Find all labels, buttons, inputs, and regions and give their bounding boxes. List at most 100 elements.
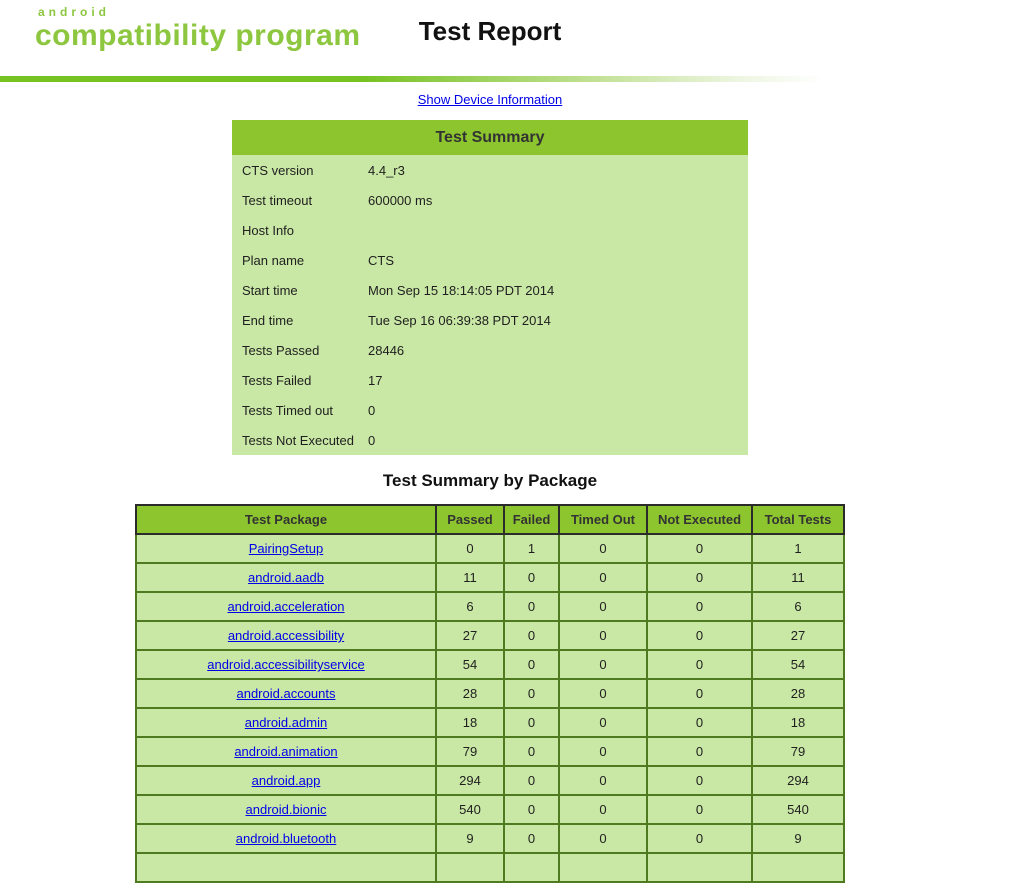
not-executed-cell: 0	[646, 620, 753, 651]
total-tests-cell: 18	[751, 707, 845, 738]
passed-cell: 54	[435, 649, 505, 680]
package-table-body: PairingSetup 0 1 0 0 1 android.aadb 11 0…	[135, 533, 845, 883]
summary-row: Host Info	[232, 215, 748, 245]
report-header: android compatibility program Test Repor…	[0, 0, 980, 76]
summary-row: CTS version 4.4_r3	[232, 155, 748, 185]
not-executed-cell: 0	[646, 678, 753, 709]
timed-out-cell: 0	[558, 562, 648, 593]
test-summary-body: CTS version 4.4_r3 Test timeout 600000 m…	[232, 155, 748, 455]
page-title: Test Report	[418, 16, 562, 46]
summary-row-label: Start time	[242, 282, 298, 298]
table-row: android.aadb 11 0 0 0 11	[135, 562, 845, 593]
package-table-header-row: Test Package Passed Failed Timed Out Not Exe…	[135, 504, 845, 535]
not-executed-cell: 0	[646, 823, 753, 854]
device-info-link-row: Show Device Information	[0, 92, 980, 108]
total-tests-cell: 54	[751, 649, 845, 680]
report-page: android compatibility program Test Repor…	[0, 0, 980, 76]
timed-out-cell: 0	[558, 823, 648, 854]
package-name-cell: android.app	[135, 765, 437, 796]
package-link[interactable]: android.aadb	[248, 570, 324, 585]
show-device-information-link[interactable]: Show Device Information	[417, 92, 563, 107]
not-executed-cell: 0	[646, 707, 753, 738]
package-link[interactable]: android.admin	[244, 715, 328, 730]
package-link[interactable]: android.animation	[234, 744, 338, 759]
package-link[interactable]: android.accessibilityservice	[207, 657, 365, 672]
not-executed-cell: 0	[646, 794, 753, 825]
package-name-cell: android.accounts	[135, 678, 437, 709]
test-summary-title: Test Summary	[232, 120, 748, 155]
summary-row-label: CTS version	[242, 162, 314, 178]
table-row: android.animation 79 0 0 0 79	[135, 736, 845, 767]
package-summary-title: Test Summary by Package	[382, 471, 598, 490]
total-tests-cell: 540	[751, 794, 845, 825]
android-compatibility-logo: android compatibility program	[35, 6, 361, 51]
total-tests-cell: 28	[751, 678, 845, 709]
column-header-not-executed: Not Executed	[646, 504, 753, 535]
failed-cell: 0	[503, 707, 560, 738]
timed-out-cell: 0	[558, 707, 648, 738]
column-header-failed: Failed	[503, 504, 560, 535]
summary-row-value: 0	[368, 432, 376, 448]
table-row: android.admin 18 0 0 0 18	[135, 707, 845, 738]
empty-cell	[751, 852, 845, 883]
package-link[interactable]: android.acceleration	[227, 599, 345, 614]
table-row-partial	[135, 852, 845, 883]
failed-cell: 0	[503, 620, 560, 651]
passed-cell: 6	[435, 591, 505, 622]
passed-cell: 27	[435, 620, 505, 651]
not-executed-cell: 0	[646, 533, 753, 564]
passed-cell: 28	[435, 678, 505, 709]
package-name-cell: android.acceleration	[135, 591, 437, 622]
package-link[interactable]: android.app	[251, 773, 321, 788]
timed-out-cell: 0	[558, 649, 648, 680]
failed-cell: 0	[503, 823, 560, 854]
failed-cell: 1	[503, 533, 560, 564]
package-name-cell: android.accessibility	[135, 620, 437, 651]
column-header-test-package: Test Package	[135, 504, 437, 535]
summary-row-label: Test timeout	[242, 192, 313, 208]
failed-cell: 0	[503, 765, 560, 796]
passed-cell: 0	[435, 533, 505, 564]
table-row: android.bionic 540 0 0 0 540	[135, 794, 845, 825]
table-row: PairingSetup 0 1 0 0 1	[135, 533, 845, 564]
summary-row-label: Tests Failed	[242, 372, 312, 388]
timed-out-cell: 0	[558, 736, 648, 767]
summary-row-label: Host Info	[242, 222, 295, 238]
table-row: android.accounts 28 0 0 0 28	[135, 678, 845, 709]
summary-row-label: Tests Timed out	[242, 402, 334, 418]
timed-out-cell: 0	[558, 591, 648, 622]
timed-out-cell: 0	[558, 678, 648, 709]
summary-row-label: Tests Passed	[242, 342, 320, 358]
summary-row-value: 600000 ms	[368, 192, 433, 208]
total-tests-cell: 11	[751, 562, 845, 593]
summary-row-value: 4.4_r3	[368, 162, 405, 178]
package-link[interactable]: android.bionic	[245, 802, 327, 817]
timed-out-cell: 0	[558, 765, 648, 796]
package-name-cell: PairingSetup	[135, 533, 437, 564]
passed-cell: 9	[435, 823, 505, 854]
summary-row: Tests Not Executed 0	[232, 425, 748, 455]
table-row: android.acceleration 6 0 0 0 6	[135, 591, 845, 622]
header-divider-bar	[0, 76, 1030, 82]
package-link[interactable]: PairingSetup	[248, 541, 324, 556]
package-name-cell: android.aadb	[135, 562, 437, 593]
summary-row-value: 28446	[368, 342, 405, 358]
not-executed-cell: 0	[646, 736, 753, 767]
not-executed-cell: 0	[646, 649, 753, 680]
package-link[interactable]: android.accessibility	[227, 628, 345, 643]
total-tests-cell: 9	[751, 823, 845, 854]
package-summary-table: Test Package Passed Failed Timed Out Not Exe…	[135, 504, 845, 883]
logo-brand-text: android	[38, 5, 110, 19]
summary-row-value: 17	[368, 372, 383, 388]
summary-row: Tests Passed 28446	[232, 335, 748, 365]
summary-row: Start time Mon Sep 15 18:14:05 PDT 2014	[232, 275, 748, 305]
failed-cell: 0	[503, 794, 560, 825]
empty-cell	[503, 852, 560, 883]
logo-name-text: compatibility program	[35, 19, 361, 52]
failed-cell: 0	[503, 649, 560, 680]
package-link[interactable]: android.bluetooth	[235, 831, 337, 846]
empty-cell	[135, 852, 437, 883]
table-row: android.accessibility 27 0 0 0 27	[135, 620, 845, 651]
package-link[interactable]: android.accounts	[236, 686, 336, 701]
passed-cell: 294	[435, 765, 505, 796]
